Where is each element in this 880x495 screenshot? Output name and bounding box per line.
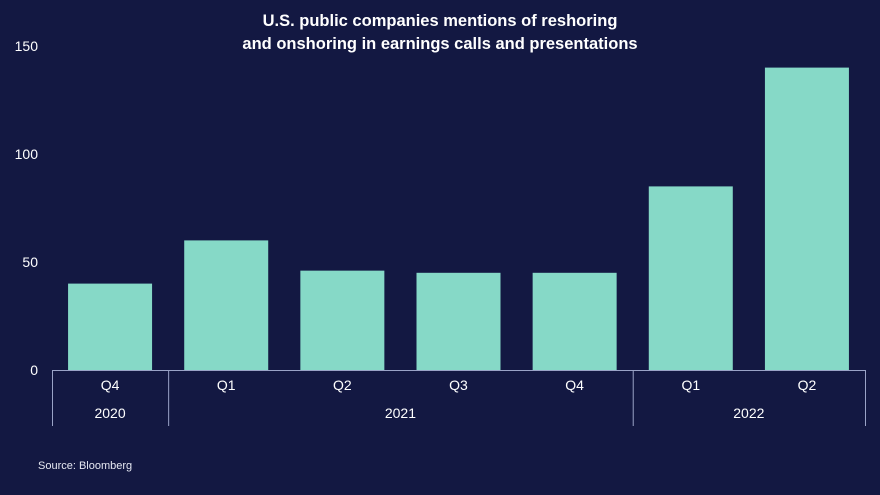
x-tick-label: Q4 xyxy=(101,377,120,393)
y-tick-label: 0 xyxy=(30,362,38,378)
bar xyxy=(300,270,385,370)
y-tick-label: 100 xyxy=(15,146,39,162)
x-tick-label: Q1 xyxy=(681,377,700,393)
bar xyxy=(648,186,733,370)
bar xyxy=(764,67,849,370)
y-tick-label: 150 xyxy=(15,38,39,54)
x-group-label: 2021 xyxy=(385,405,416,421)
bar xyxy=(68,283,153,370)
source-note: Source: Bloomberg xyxy=(38,460,133,472)
bar xyxy=(184,240,269,370)
x-tick-label: Q2 xyxy=(333,377,352,393)
chart-title-line-2: and onshoring in earnings calls and pres… xyxy=(242,35,638,53)
bar xyxy=(532,272,617,370)
x-group-label: 2020 xyxy=(94,405,125,421)
x-tick-label: Q2 xyxy=(798,377,817,393)
y-tick-label: 50 xyxy=(22,254,38,270)
x-tick-label: Q3 xyxy=(449,377,468,393)
chart-title-line-1: U.S. public companies mentions of reshor… xyxy=(262,12,618,30)
x-tick-label: Q4 xyxy=(565,377,584,393)
chart-title: U.S. public companies mentions of reshor… xyxy=(0,10,880,56)
x-tick-label: Q1 xyxy=(217,377,236,393)
bar xyxy=(416,272,501,370)
x-group-label: 2022 xyxy=(733,405,764,421)
